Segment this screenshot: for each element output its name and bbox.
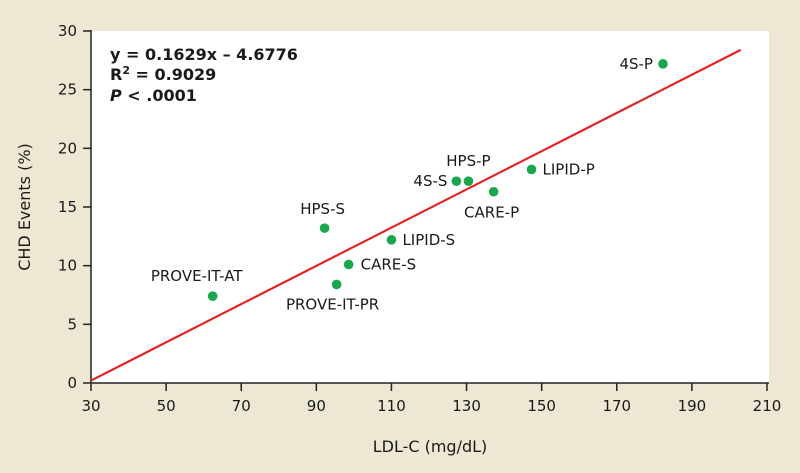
y-tick-label: 20: [58, 139, 77, 157]
data-point: [526, 164, 537, 175]
x-tick-label: 30: [81, 397, 100, 415]
data-point: [331, 279, 342, 290]
p-value-text: P < .0001: [110, 86, 197, 105]
point-label: PROVE-IT-PR: [286, 295, 379, 313]
point-label: LIPID-S: [402, 231, 455, 249]
regression-line: [90, 48, 742, 382]
point-label: HPS-P: [446, 152, 490, 170]
y-tick-label: 10: [58, 257, 77, 275]
x-tick-label: 90: [307, 397, 326, 415]
data-point: [463, 176, 474, 186]
x-tick-label: 210: [753, 397, 782, 415]
point-label: CARE-S: [361, 255, 417, 273]
x-tick-label: 170: [602, 397, 631, 415]
data-point: [386, 235, 397, 245]
data-point: [451, 176, 462, 186]
data-point: [488, 186, 499, 197]
point-label: CARE-P: [464, 204, 519, 222]
point-label: 4S-S: [413, 172, 447, 190]
x-tick-label: 150: [527, 397, 556, 415]
y-tick-label: 25: [58, 81, 77, 99]
x-axis-label: LDL-C (mg/dL): [373, 437, 488, 456]
x-tick-label: 190: [678, 397, 707, 415]
equation-text: y = 0.1629x – 4.6776: [110, 45, 298, 64]
point-label: PROVE-IT-AT: [151, 267, 244, 285]
x-tick-label: 110: [377, 397, 406, 415]
x-tick-label: 50: [157, 397, 176, 415]
data-point: [319, 223, 330, 233]
r-squared-text: R2 = 0.9029: [110, 64, 216, 84]
x-tick-label: 70: [232, 397, 251, 415]
y-tick-label: 15: [58, 198, 77, 216]
data-point: [207, 291, 218, 301]
point-label: 4S-P: [619, 55, 653, 73]
y-axis-label: CHD Events (%): [15, 143, 34, 271]
y-tick-label: 30: [58, 22, 77, 40]
y-tick-label: 5: [67, 315, 77, 333]
y-tick-label: 0: [67, 374, 77, 392]
data-point: [343, 259, 354, 270]
point-label: LIPID-P: [543, 160, 595, 178]
x-tick-label: 130: [452, 397, 481, 415]
data-point: [658, 59, 668, 69]
point-label: HPS-S: [300, 200, 345, 218]
